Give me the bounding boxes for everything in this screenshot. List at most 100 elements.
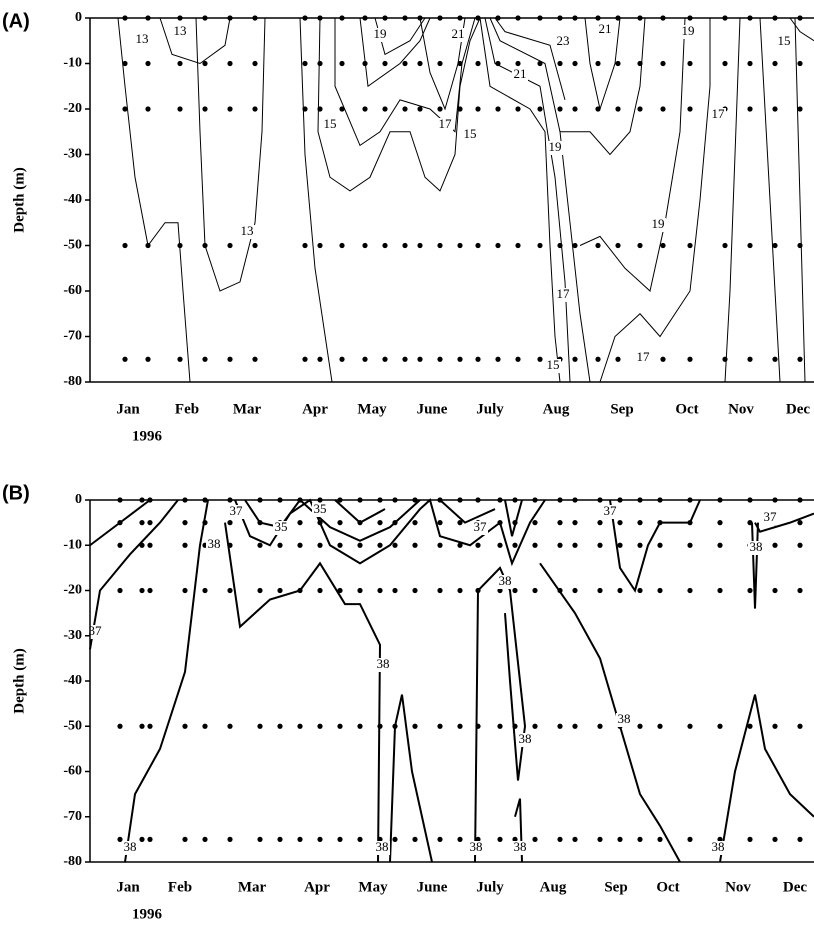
sample-point xyxy=(637,242,643,249)
sample-point xyxy=(797,356,803,362)
contour-label: 38 xyxy=(470,839,483,854)
sample-point xyxy=(532,520,538,526)
contour-line xyxy=(439,499,496,524)
sample-point xyxy=(437,356,443,362)
sample-point xyxy=(572,356,578,362)
sample-point xyxy=(457,60,463,67)
sample-point xyxy=(497,520,503,526)
sample-point xyxy=(797,60,803,67)
sample-point xyxy=(797,723,803,729)
sample-point xyxy=(597,723,603,729)
sample-point xyxy=(317,106,323,112)
sample-point xyxy=(412,520,418,526)
sample-point xyxy=(317,723,323,729)
contour-line xyxy=(719,694,814,863)
sample-point xyxy=(722,356,728,362)
sample-point xyxy=(572,723,578,729)
contour-label: 37 xyxy=(474,519,488,534)
sample-point xyxy=(615,60,621,67)
sample-point xyxy=(357,836,363,842)
sample-point xyxy=(557,520,563,526)
sample-point xyxy=(252,356,258,362)
label-bg xyxy=(555,35,571,49)
sample-point xyxy=(475,836,481,842)
sample-point xyxy=(412,587,418,594)
sample-point xyxy=(457,836,463,842)
contour-label: 15 xyxy=(778,33,791,48)
sample-point xyxy=(417,106,423,112)
y-tick-label: -50 xyxy=(63,238,82,253)
sample-point xyxy=(495,60,501,67)
sample-point xyxy=(687,60,693,67)
sample-point xyxy=(337,836,343,842)
sample-point xyxy=(532,587,538,594)
label-bg xyxy=(748,541,764,555)
x-tick-label: July xyxy=(476,401,504,417)
contour-label: 17 xyxy=(439,116,453,131)
sample-point xyxy=(457,242,463,249)
sample-point xyxy=(362,242,368,249)
sample-point xyxy=(139,723,145,729)
sample-point xyxy=(227,106,233,112)
sample-point xyxy=(772,723,778,729)
contour-line xyxy=(751,522,759,609)
label-bg xyxy=(635,351,651,365)
label-bg xyxy=(462,128,478,142)
panel-title: (A) xyxy=(2,10,30,32)
contour-label: 37 xyxy=(89,623,103,638)
sample-point xyxy=(495,356,501,362)
label-bg xyxy=(710,108,726,122)
contour-line xyxy=(724,17,741,383)
sample-point xyxy=(317,356,323,362)
sample-point xyxy=(392,723,398,729)
sample-point xyxy=(497,587,503,594)
sample-point xyxy=(117,520,123,526)
contour-label: 19 xyxy=(549,139,562,154)
label-bg xyxy=(710,841,726,855)
contour-line xyxy=(334,17,476,147)
sample-point xyxy=(145,356,151,362)
sample-point xyxy=(202,723,208,729)
sample-point xyxy=(337,542,343,548)
sample-point xyxy=(147,542,153,548)
sample-point xyxy=(532,542,538,548)
sample-point xyxy=(297,587,303,594)
y-tick-label: -20 xyxy=(63,583,82,598)
x-tick-label: Jan xyxy=(116,879,140,895)
sample-point xyxy=(402,106,408,112)
sample-point xyxy=(797,242,803,249)
contour-label: 17 xyxy=(557,286,571,301)
sample-point xyxy=(615,106,621,112)
label-bg xyxy=(762,511,778,525)
label-bg xyxy=(512,841,528,855)
label-bg xyxy=(545,359,561,373)
sample-point xyxy=(392,587,398,594)
sample-point xyxy=(377,723,383,729)
sample-point xyxy=(257,520,263,526)
sample-point xyxy=(595,356,601,362)
sample-point xyxy=(722,242,728,249)
sample-point xyxy=(747,60,753,67)
contour-line xyxy=(794,17,806,383)
label-bg xyxy=(512,68,528,82)
x-tick-label: July xyxy=(476,879,504,895)
sample-point xyxy=(512,723,518,729)
sample-point xyxy=(297,542,303,548)
sample-point xyxy=(687,242,693,249)
sample-point xyxy=(572,242,578,249)
sample-point xyxy=(117,836,123,842)
sample-point xyxy=(637,106,643,112)
sample-point xyxy=(660,242,666,249)
sample-point xyxy=(657,520,663,526)
sample-point xyxy=(412,723,418,729)
sample-point xyxy=(145,242,151,249)
sample-point xyxy=(572,60,578,67)
sample-point xyxy=(457,106,463,112)
contour-line xyxy=(539,562,681,863)
sample-point xyxy=(475,542,481,548)
contour-line xyxy=(489,17,591,383)
sample-point xyxy=(615,356,621,362)
sample-point xyxy=(377,587,383,594)
sample-point xyxy=(277,836,283,842)
sample-point xyxy=(457,520,463,526)
